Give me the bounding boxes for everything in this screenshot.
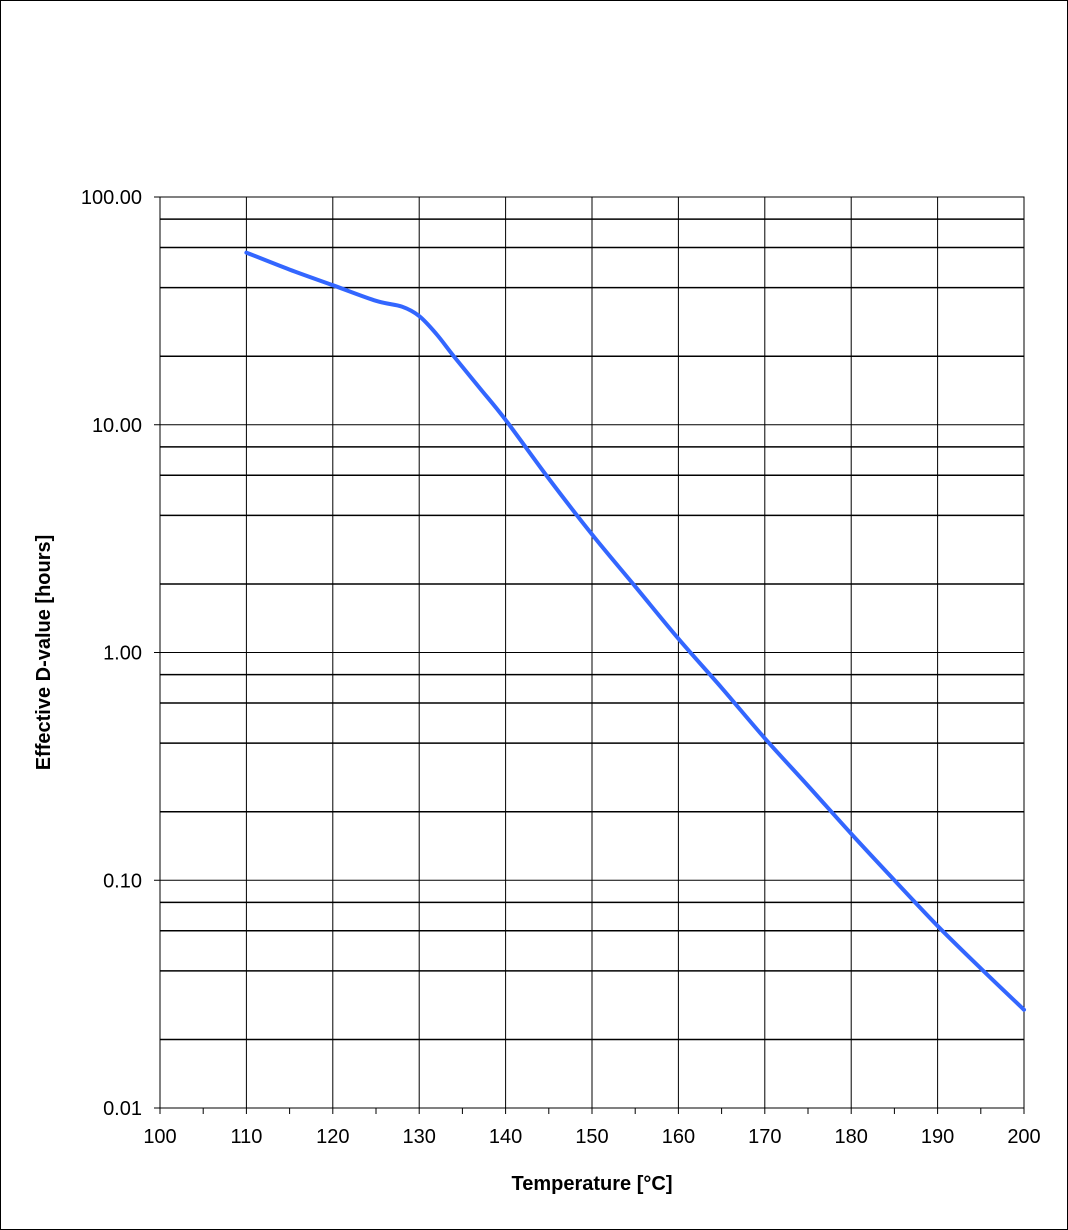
y-tick-label: 0.10 <box>103 870 142 892</box>
x-tick-label: 140 <box>489 1126 522 1148</box>
y-tick-label: 1.00 <box>103 643 142 665</box>
x-tick-label: 100 <box>143 1126 176 1148</box>
x-tick-label: 170 <box>748 1126 781 1148</box>
y-tick-label: 0.01 <box>103 1098 142 1120</box>
series-line <box>244 250 1026 1012</box>
y-tick-label: 100.00 <box>81 187 142 209</box>
ticks <box>154 196 1025 1114</box>
x-tick-label: 120 <box>316 1126 349 1148</box>
grid <box>160 197 1024 1108</box>
x-tick-label: 180 <box>835 1126 868 1148</box>
y-axis-title: Effective D-value [hours] <box>33 535 55 771</box>
x-axis-title: Temperature [°C] <box>512 1173 673 1195</box>
x-tick-label: 150 <box>575 1126 608 1148</box>
x-tick-label: 160 <box>662 1126 695 1148</box>
y-tick-label: 10.00 <box>92 415 142 437</box>
x-tick-label: 130 <box>403 1126 436 1148</box>
x-tick-label: 200 <box>1007 1126 1040 1148</box>
tick-labels: 100 110 120 130 140 150 160 170 180 190 200 0.01 0.1… <box>81 187 1041 1148</box>
x-tick-label: 190 <box>921 1126 954 1148</box>
x-tick-label: 110 <box>230 1126 262 1148</box>
